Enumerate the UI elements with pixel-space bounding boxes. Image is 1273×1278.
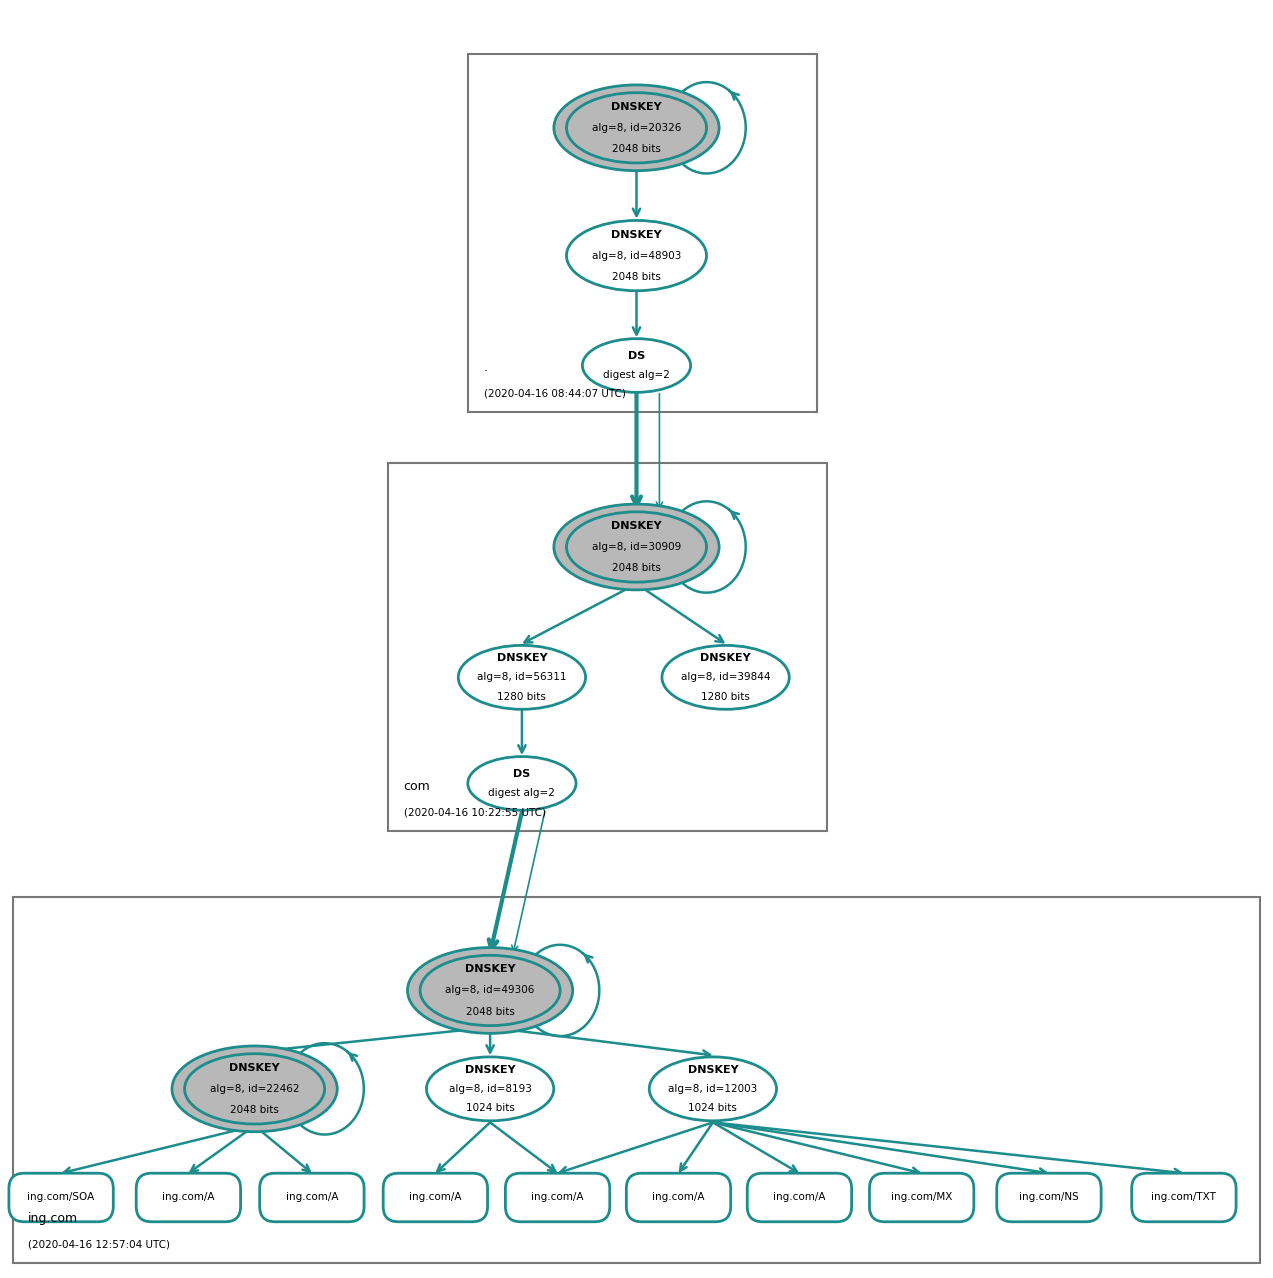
FancyBboxPatch shape [9, 1173, 113, 1222]
Bar [388, 463, 827, 831]
Ellipse shape [185, 1053, 325, 1125]
Text: ing.com/A: ing.com/A [652, 1192, 705, 1203]
Text: ing.com: ing.com [28, 1212, 78, 1224]
Text: 2048 bits: 2048 bits [612, 272, 661, 281]
Ellipse shape [583, 339, 690, 392]
Text: ing.com/A: ing.com/A [409, 1192, 462, 1203]
Text: alg=8, id=49306: alg=8, id=49306 [446, 985, 535, 996]
Ellipse shape [426, 1057, 554, 1121]
FancyBboxPatch shape [747, 1173, 852, 1222]
Ellipse shape [458, 645, 586, 709]
Ellipse shape [566, 220, 707, 290]
FancyBboxPatch shape [869, 1173, 974, 1222]
FancyBboxPatch shape [626, 1173, 731, 1222]
Text: digest alg=2: digest alg=2 [489, 789, 555, 797]
Bar [468, 54, 817, 412]
Text: 1024 bits: 1024 bits [466, 1103, 514, 1113]
Text: DNSKEY: DNSKEY [611, 102, 662, 111]
Text: DNSKEY: DNSKEY [611, 521, 662, 530]
Text: alg=8, id=12003: alg=8, id=12003 [668, 1084, 757, 1094]
Text: DNSKEY: DNSKEY [611, 230, 662, 239]
Text: alg=8, id=30909: alg=8, id=30909 [592, 542, 681, 552]
Ellipse shape [662, 645, 789, 709]
Text: (2020-04-16 08:44:07 UTC): (2020-04-16 08:44:07 UTC) [484, 389, 625, 399]
Text: DS: DS [628, 351, 645, 360]
Ellipse shape [566, 512, 707, 583]
Text: digest alg=2: digest alg=2 [603, 371, 670, 380]
Text: alg=8, id=8193: alg=8, id=8193 [448, 1084, 532, 1094]
Text: com: com [404, 780, 430, 792]
Text: DNSKEY: DNSKEY [700, 653, 751, 663]
FancyBboxPatch shape [505, 1173, 610, 1222]
FancyBboxPatch shape [1132, 1173, 1236, 1222]
Text: 2048 bits: 2048 bits [612, 564, 661, 573]
FancyBboxPatch shape [260, 1173, 364, 1222]
Ellipse shape [468, 757, 575, 810]
Text: 2048 bits: 2048 bits [612, 144, 661, 153]
FancyBboxPatch shape [997, 1173, 1101, 1222]
Text: ing.com/A: ing.com/A [162, 1192, 215, 1203]
Text: ing.com/A: ing.com/A [285, 1192, 339, 1203]
Text: 2048 bits: 2048 bits [466, 1007, 514, 1016]
Text: ing.com/TXT: ing.com/TXT [1152, 1192, 1216, 1203]
Ellipse shape [554, 84, 719, 171]
Ellipse shape [407, 947, 573, 1034]
Text: 2048 bits: 2048 bits [230, 1105, 279, 1114]
Text: DNSKEY: DNSKEY [465, 965, 516, 974]
Text: alg=8, id=22462: alg=8, id=22462 [210, 1084, 299, 1094]
Text: (2020-04-16 10:22:55 UTC): (2020-04-16 10:22:55 UTC) [404, 808, 546, 818]
Text: DNSKEY: DNSKEY [687, 1065, 738, 1075]
Text: alg=8, id=20326: alg=8, id=20326 [592, 123, 681, 133]
Text: alg=8, id=48903: alg=8, id=48903 [592, 250, 681, 261]
Text: ing.com/A: ing.com/A [531, 1192, 584, 1203]
Text: DS: DS [513, 769, 531, 778]
Ellipse shape [554, 504, 719, 590]
Text: DNSKEY: DNSKEY [465, 1065, 516, 1075]
Text: alg=8, id=39844: alg=8, id=39844 [681, 672, 770, 682]
Text: ing.com/NS: ing.com/NS [1020, 1192, 1078, 1203]
Text: alg=8, id=56311: alg=8, id=56311 [477, 672, 566, 682]
Text: (2020-04-16 12:57:04 UTC): (2020-04-16 12:57:04 UTC) [28, 1240, 171, 1250]
Text: 1280 bits: 1280 bits [701, 691, 750, 702]
Ellipse shape [172, 1045, 337, 1132]
Ellipse shape [649, 1057, 777, 1121]
Text: 1280 bits: 1280 bits [498, 691, 546, 702]
Text: 1024 bits: 1024 bits [689, 1103, 737, 1113]
Text: ing.com/SOA: ing.com/SOA [28, 1192, 94, 1203]
FancyBboxPatch shape [383, 1173, 488, 1222]
Text: DNSKEY: DNSKEY [496, 653, 547, 663]
Text: DNSKEY: DNSKEY [229, 1063, 280, 1072]
Bar [13, 897, 1260, 1263]
Ellipse shape [420, 956, 560, 1025]
Text: .: . [484, 360, 488, 373]
Text: ing.com/A: ing.com/A [773, 1192, 826, 1203]
Text: ing.com/MX: ing.com/MX [891, 1192, 952, 1203]
FancyBboxPatch shape [136, 1173, 241, 1222]
Ellipse shape [566, 93, 707, 162]
